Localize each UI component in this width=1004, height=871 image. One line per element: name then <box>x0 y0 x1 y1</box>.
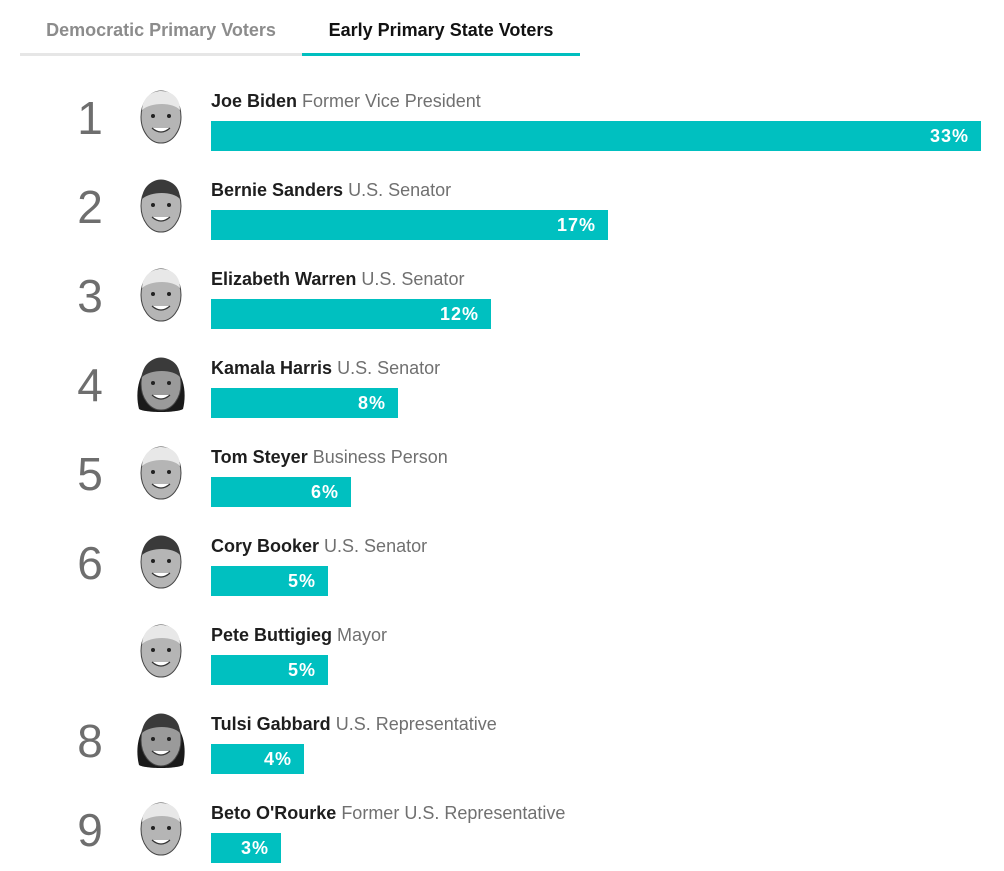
tab-early-primary-state-voters[interactable]: Early Primary State Voters <box>302 8 580 56</box>
percentage-bar: 3% <box>211 833 281 863</box>
candidate-row: 9 Beto O'Rourke Former U.S. Representativ… <box>0 792 1004 871</box>
candidate-role: U.S. Senator <box>361 269 465 289</box>
candidate-label: Beto O'Rourke Former U.S. Representative <box>211 803 565 823</box>
percentage-bar: 17% <box>211 210 608 240</box>
candidate-row: 3 Elizabeth Warren U.S. Senator 12% <box>0 258 1004 347</box>
candidate-label: Bernie Sanders U.S. Senator <box>211 180 451 200</box>
candidate-row: Pete Buttigieg Mayor 5% <box>0 614 1004 703</box>
percentage-bar: 6% <box>211 477 351 507</box>
rank-number: 5 <box>77 448 103 500</box>
percentage-bar: 33% <box>211 121 981 151</box>
candidate-portrait-icon <box>133 353 189 415</box>
candidate-label: Cory Booker U.S. Senator <box>211 536 427 556</box>
candidate-row: 2 Bernie Sanders U.S. Senator 17% <box>0 169 1004 258</box>
candidate-role: U.S. Senator <box>324 536 428 556</box>
candidate-row: 4 Kamala Harris U.S. Senator 8% <box>0 347 1004 436</box>
rank-number: 3 <box>77 270 103 322</box>
rank-number: 4 <box>77 359 103 411</box>
candidate-name: Cory Booker <box>211 536 320 556</box>
candidate-portrait-icon <box>133 175 189 237</box>
tab-bar: Democratic Primary Voters Early Primary … <box>20 8 580 56</box>
candidate-portrait-icon <box>133 531 189 593</box>
candidate-label: Joe Biden Former Vice President <box>211 91 481 111</box>
candidate-row: 8 Tulsi Gabbard U.S. Representative 4% <box>0 703 1004 792</box>
rank-number: 1 <box>77 92 103 144</box>
candidate-role: Former Vice President <box>302 91 481 111</box>
candidate-label: Pete Buttigieg Mayor <box>211 625 387 645</box>
candidate-name: Tulsi Gabbard <box>211 714 331 734</box>
bar-value-label: 3% <box>240 838 269 858</box>
percentage-bar: 5% <box>211 655 328 685</box>
candidate-portrait-icon <box>133 442 189 504</box>
candidate-portrait-icon <box>133 264 189 326</box>
candidate-label: Tom Steyer Business Person <box>211 447 448 467</box>
bar-value-label: 6% <box>310 482 339 502</box>
candidate-name: Tom Steyer <box>211 447 308 467</box>
candidate-role: U.S. Senator <box>337 358 441 378</box>
candidate-row: 6 Cory Booker U.S. Senator 5% <box>0 525 1004 614</box>
bar-value-label: 12% <box>439 304 479 324</box>
candidate-row: 1 Joe Biden Former Vice President 33% <box>0 80 1004 169</box>
candidate-role: U.S. Representative <box>335 714 497 734</box>
candidate-name: Bernie Sanders <box>211 180 344 200</box>
bar-value-label: 33% <box>929 126 969 146</box>
candidate-name: Kamala Harris <box>211 358 333 378</box>
percentage-bar: 12% <box>211 299 491 329</box>
tab-democratic-primary-voters[interactable]: Democratic Primary Voters <box>20 8 302 56</box>
percentage-bar: 5% <box>211 566 328 596</box>
candidate-role: Business Person <box>312 447 448 467</box>
bar-value-label: 4% <box>263 749 292 769</box>
rank-number: 9 <box>77 804 103 856</box>
percentage-bar: 8% <box>211 388 398 418</box>
rank-number: 2 <box>77 181 103 233</box>
candidate-label: Kamala Harris U.S. Senator <box>211 358 440 378</box>
candidate-role: Mayor <box>337 625 388 645</box>
candidate-portrait-icon <box>133 86 189 148</box>
rank-number: 6 <box>77 537 103 589</box>
candidate-label: Tulsi Gabbard U.S. Representative <box>211 714 497 734</box>
candidate-portrait-icon <box>133 798 189 860</box>
candidate-label: Elizabeth Warren U.S. Senator <box>211 269 464 289</box>
percentage-bar: 4% <box>211 744 304 774</box>
candidate-name: Joe Biden <box>211 91 298 111</box>
candidate-role: U.S. Senator <box>348 180 452 200</box>
bar-value-label: 17% <box>556 215 596 235</box>
candidate-row: 5 Tom Steyer Business Person 6% <box>0 436 1004 525</box>
candidate-name: Elizabeth Warren <box>211 269 357 289</box>
bar-value-label: 8% <box>357 393 386 413</box>
candidate-role: Former U.S. Representative <box>341 803 566 823</box>
candidate-portrait-icon <box>133 709 189 771</box>
bar-value-label: 5% <box>287 660 316 680</box>
rank-number: 8 <box>77 715 103 767</box>
bar-value-label: 5% <box>287 571 316 591</box>
candidate-name: Beto O'Rourke <box>211 803 337 823</box>
candidate-name: Pete Buttigieg <box>211 625 333 645</box>
candidate-portrait-icon <box>133 620 189 682</box>
